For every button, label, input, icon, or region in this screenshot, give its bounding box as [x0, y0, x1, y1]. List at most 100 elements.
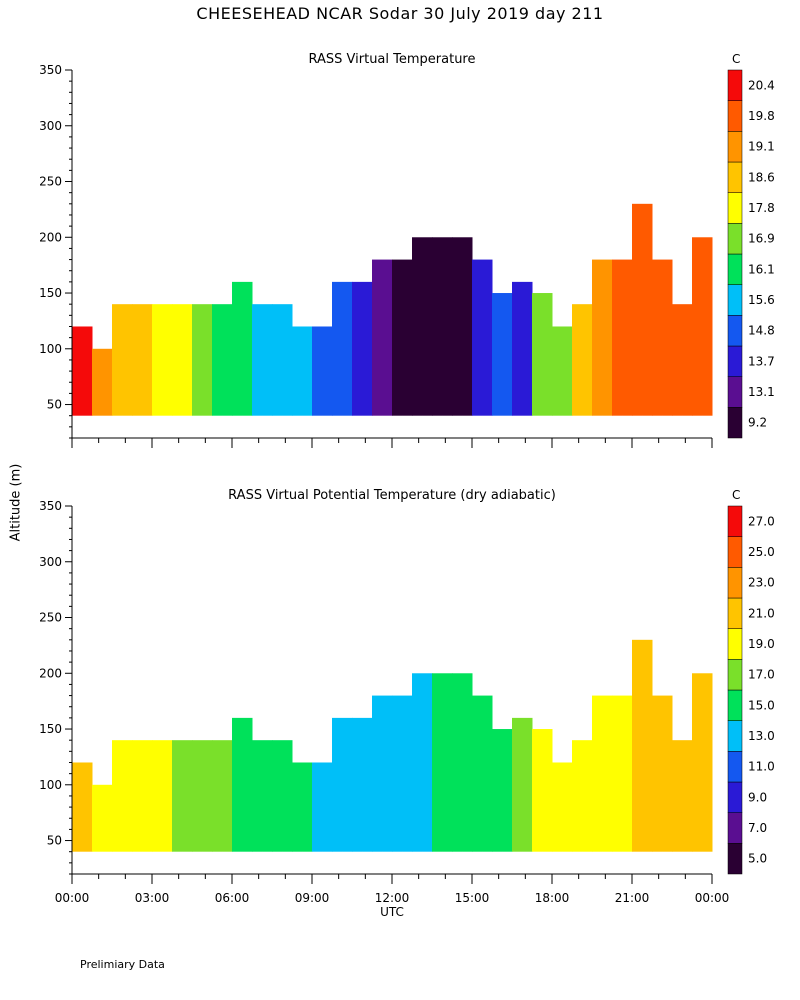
- y-tick-label: 300: [39, 119, 62, 133]
- heatmap-cell: [332, 717, 353, 852]
- colorbar-label: 17.0: [748, 668, 775, 682]
- heatmap-cell: [272, 304, 293, 416]
- colorbar-label: 20.4: [748, 78, 775, 92]
- heatmap-cell: [692, 237, 713, 416]
- heatmap-cell: [572, 304, 593, 416]
- panel-1: RASS Virtual Temperature 50 100 150 200 250 30…: [39, 52, 775, 448]
- heatmap-cell: [292, 326, 313, 416]
- heatmap-cell: [492, 729, 513, 852]
- colorbar-swatch: [727, 720, 743, 752]
- x-tick-label: 00:00: [55, 891, 90, 905]
- x-tick-label: 18:00: [535, 891, 570, 905]
- colorbar-label: 9.0: [748, 790, 767, 804]
- heatmap-cell: [172, 740, 193, 852]
- heatmap-cell: [632, 639, 653, 852]
- heatmap-cell: [552, 762, 573, 852]
- y-tick-label: 200: [39, 230, 62, 244]
- heatmap-cell: [492, 293, 513, 416]
- heatmap-cell: [352, 717, 373, 852]
- y-tick-label: 100: [39, 342, 62, 356]
- colorbar-swatch: [727, 69, 743, 101]
- heatmap-cell: [372, 259, 393, 416]
- colorbar-label: 13.0: [748, 729, 775, 743]
- heatmap-cell: [192, 740, 213, 852]
- heatmap-cell: [252, 304, 273, 416]
- main-title: CHEESEHEAD NCAR Sodar 30 July 2019 day 2…: [196, 4, 604, 23]
- colorbar-unit: C: [732, 52, 740, 66]
- y-tick-label: 150: [39, 286, 62, 300]
- colorbar-unit: C: [732, 488, 740, 502]
- heatmap-cell: [212, 304, 233, 416]
- x-tick-label: 15:00: [455, 891, 490, 905]
- panel-title: RASS Virtual Temperature: [309, 52, 476, 67]
- x-tick-label: 09:00: [295, 891, 330, 905]
- heatmap-cell: [332, 281, 353, 416]
- heatmap-cell: [372, 695, 393, 852]
- y-tick-label: 350: [39, 63, 62, 77]
- x-tick-label: 12:00: [375, 891, 410, 905]
- colorbar-swatch: [727, 100, 743, 132]
- colorbar-swatch: [727, 536, 743, 568]
- heatmap-cell: [72, 762, 93, 852]
- heatmap-cell: [672, 304, 693, 416]
- heatmap-cell: [152, 304, 173, 416]
- colorbar-label: 16.1: [748, 262, 775, 276]
- y-tick-label: 50: [47, 834, 62, 848]
- heatmap-cell: [232, 281, 253, 416]
- colorbar-label: 5.0: [748, 852, 767, 866]
- colorbar-label: 14.8: [748, 324, 775, 338]
- heatmap-cell: [552, 326, 573, 416]
- colorbar-label: 15.0: [748, 698, 775, 712]
- x-tick-label: 06:00: [215, 891, 250, 905]
- heatmap-cell: [572, 740, 593, 852]
- heatmap-cell: [92, 784, 113, 852]
- colorbar-label: 19.0: [748, 637, 775, 651]
- colorbar-label: 19.1: [748, 140, 775, 154]
- heatmap-cell: [112, 740, 133, 852]
- heatmap-cell: [612, 695, 633, 852]
- panel-2: RASS Virtual Potential Temperature (dry …: [39, 488, 775, 905]
- colorbar-label: 15.6: [748, 293, 775, 307]
- y-tick-label: 150: [39, 722, 62, 736]
- x-axis-label: UTC: [380, 905, 404, 919]
- heatmap-cell: [512, 717, 533, 852]
- colorbar-label: 13.1: [748, 385, 775, 399]
- heatmap-cell: [272, 740, 293, 852]
- colorbar-swatch: [727, 253, 743, 285]
- heatmap-cell: [72, 326, 93, 416]
- x-tick-label: 21:00: [615, 891, 650, 905]
- heatmap-cell: [452, 673, 473, 852]
- heatmap-cell: [692, 673, 713, 852]
- y-tick-label: 250: [39, 175, 62, 189]
- y-tick-label: 100: [39, 778, 62, 792]
- heatmap-cell: [532, 293, 553, 416]
- colorbar-swatch: [727, 781, 743, 813]
- colorbar-label: 25.0: [748, 545, 775, 559]
- heatmap-cell: [432, 673, 453, 852]
- panel-title: RASS Virtual Potential Temperature (dry …: [228, 488, 556, 503]
- colorbar-swatch: [727, 812, 743, 844]
- heatmap-cell: [652, 695, 673, 852]
- heatmap-cell: [412, 673, 433, 852]
- x-tick-label: 00:00: [695, 891, 730, 905]
- heatmap-cell: [412, 237, 433, 416]
- heatmap-cell: [352, 281, 373, 416]
- heatmap-cell: [532, 729, 553, 852]
- heatmap-cell: [632, 203, 653, 416]
- colorbar-label: 9.2: [748, 416, 767, 430]
- colorbar-swatch: [727, 315, 743, 347]
- heatmap-cell: [452, 237, 473, 416]
- heatmap-cell: [472, 695, 493, 852]
- heatmap-cell: [312, 326, 333, 416]
- colorbar-swatch: [727, 689, 743, 721]
- y-tick-label: 300: [39, 555, 62, 569]
- heatmap-cell: [312, 762, 333, 852]
- colorbar-swatch: [727, 628, 743, 660]
- heatmap-cell: [512, 281, 533, 416]
- colorbar-label: 16.9: [748, 232, 775, 246]
- heatmap-cell: [592, 259, 613, 416]
- heatmap-cell: [152, 740, 173, 852]
- colorbar-swatch: [727, 376, 743, 408]
- heatmap-cell: [392, 695, 413, 852]
- colorbar-swatch: [727, 161, 743, 193]
